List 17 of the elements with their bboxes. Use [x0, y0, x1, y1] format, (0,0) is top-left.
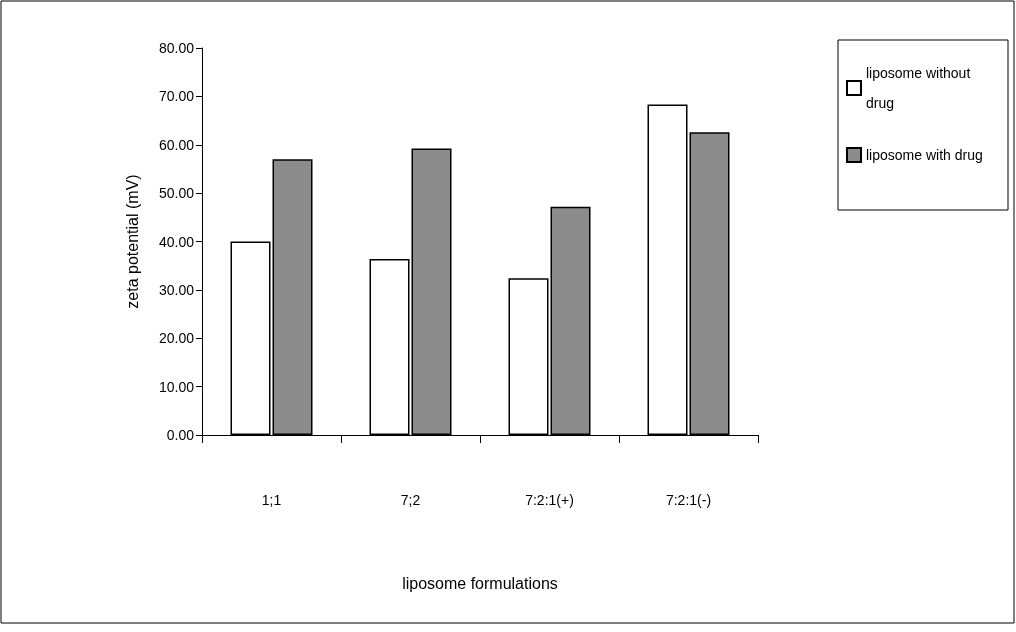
y-tick-label: 70.00 — [158, 88, 195, 105]
legend-label: liposome without drug — [866, 65, 975, 111]
y-tick-label: 50.00 — [158, 185, 195, 202]
y-axis-title: zeta potential (mV) — [123, 174, 141, 309]
y-tick-label: 30.00 — [158, 281, 195, 298]
y-tick-label: 0.00 — [166, 427, 195, 443]
y-tick-label: 40.00 — [158, 233, 195, 250]
x-tick-label: 1;1 — [261, 492, 282, 508]
y-tick-label: 10.00 — [158, 378, 195, 395]
x-axis-title: liposome formulations — [402, 574, 558, 592]
x-tick-label: 7:2:1(+) — [525, 492, 574, 508]
y-tick-label: 20.00 — [158, 330, 195, 347]
x-tick-label: 7:2:1(-) — [665, 492, 712, 508]
y-tick-label: 80.00 — [158, 40, 195, 56]
x-tick-label: 7;2 — [400, 492, 421, 508]
legend-label: liposome with drug — [866, 147, 983, 163]
y-tick-label: 60.00 — [158, 136, 195, 153]
